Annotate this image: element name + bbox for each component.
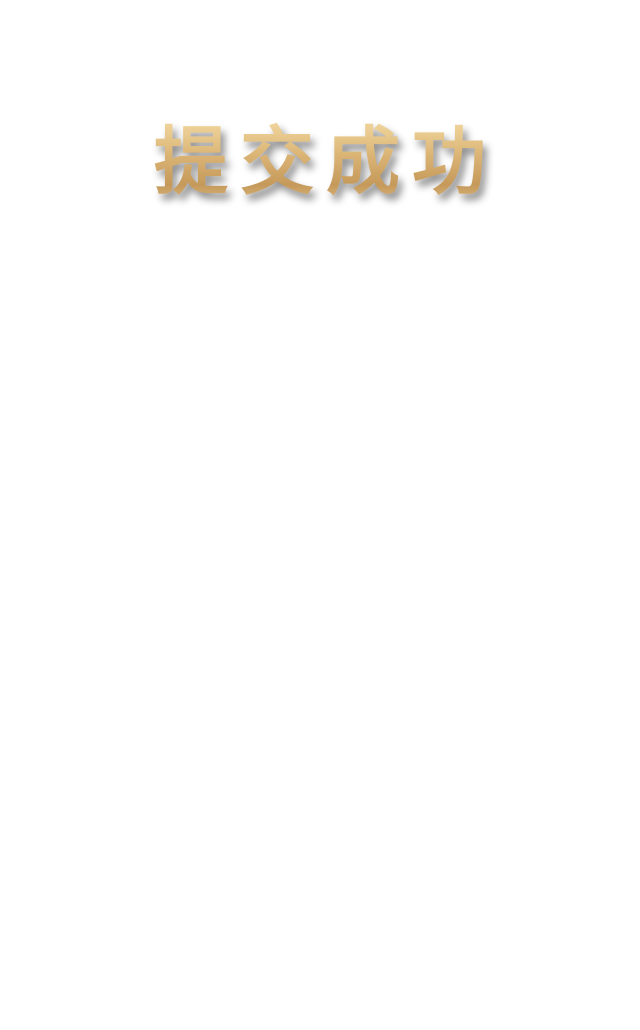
success-title: 提交成功	[142, 118, 498, 207]
title-container: 提交成功	[0, 118, 640, 207]
